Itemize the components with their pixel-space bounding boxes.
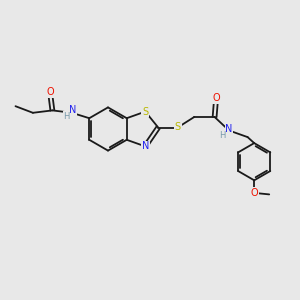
Text: O: O [212, 93, 220, 103]
Text: O: O [46, 87, 54, 97]
Text: N: N [69, 105, 76, 116]
Text: S: S [142, 106, 148, 117]
Text: N: N [225, 124, 233, 134]
Text: O: O [250, 188, 258, 198]
Text: S: S [175, 122, 181, 133]
Text: H: H [63, 112, 70, 121]
Text: H: H [219, 130, 226, 140]
Text: N: N [142, 141, 149, 152]
